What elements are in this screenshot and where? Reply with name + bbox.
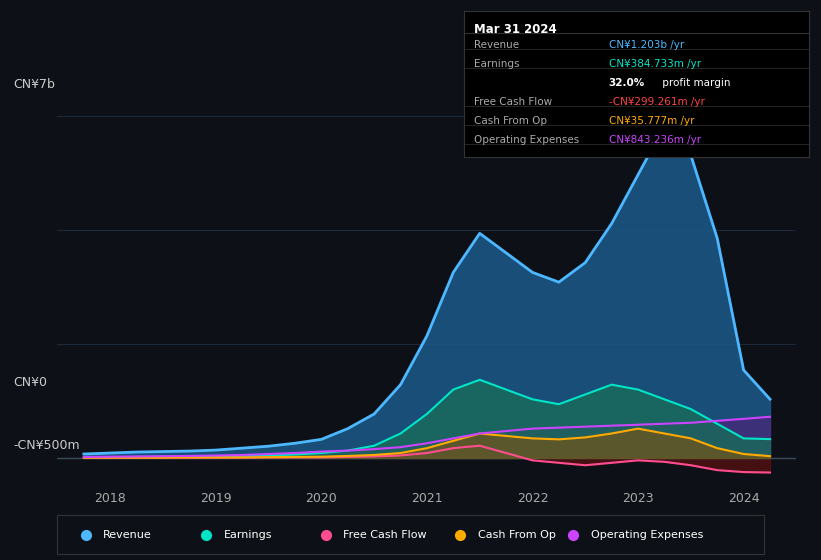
Text: Earnings: Earnings [223,530,272,540]
Text: Revenue: Revenue [103,530,152,540]
Text: Cash From Op: Cash From Op [478,530,556,540]
Text: Mar 31 2024: Mar 31 2024 [475,23,557,36]
Text: Free Cash Flow: Free Cash Flow [475,97,553,107]
Text: CN¥843.236m /yr: CN¥843.236m /yr [608,135,701,145]
Text: CN¥0: CN¥0 [13,376,47,389]
Text: Operating Expenses: Operating Expenses [590,530,703,540]
Text: CN¥35.777m /yr: CN¥35.777m /yr [608,116,695,126]
Text: CN¥1.203b /yr: CN¥1.203b /yr [608,40,684,50]
Text: -CN¥500m: -CN¥500m [13,439,80,452]
Text: -CN¥299.261m /yr: -CN¥299.261m /yr [608,97,704,107]
Text: Operating Expenses: Operating Expenses [475,135,580,145]
Text: Free Cash Flow: Free Cash Flow [343,530,427,540]
Text: CN¥7b: CN¥7b [13,78,55,91]
Text: Earnings: Earnings [475,59,520,69]
Text: CN¥384.733m /yr: CN¥384.733m /yr [608,59,701,69]
Text: Revenue: Revenue [475,40,520,50]
Text: 32.0%: 32.0% [608,78,645,88]
Text: profit margin: profit margin [658,78,730,88]
Text: Cash From Op: Cash From Op [475,116,548,126]
